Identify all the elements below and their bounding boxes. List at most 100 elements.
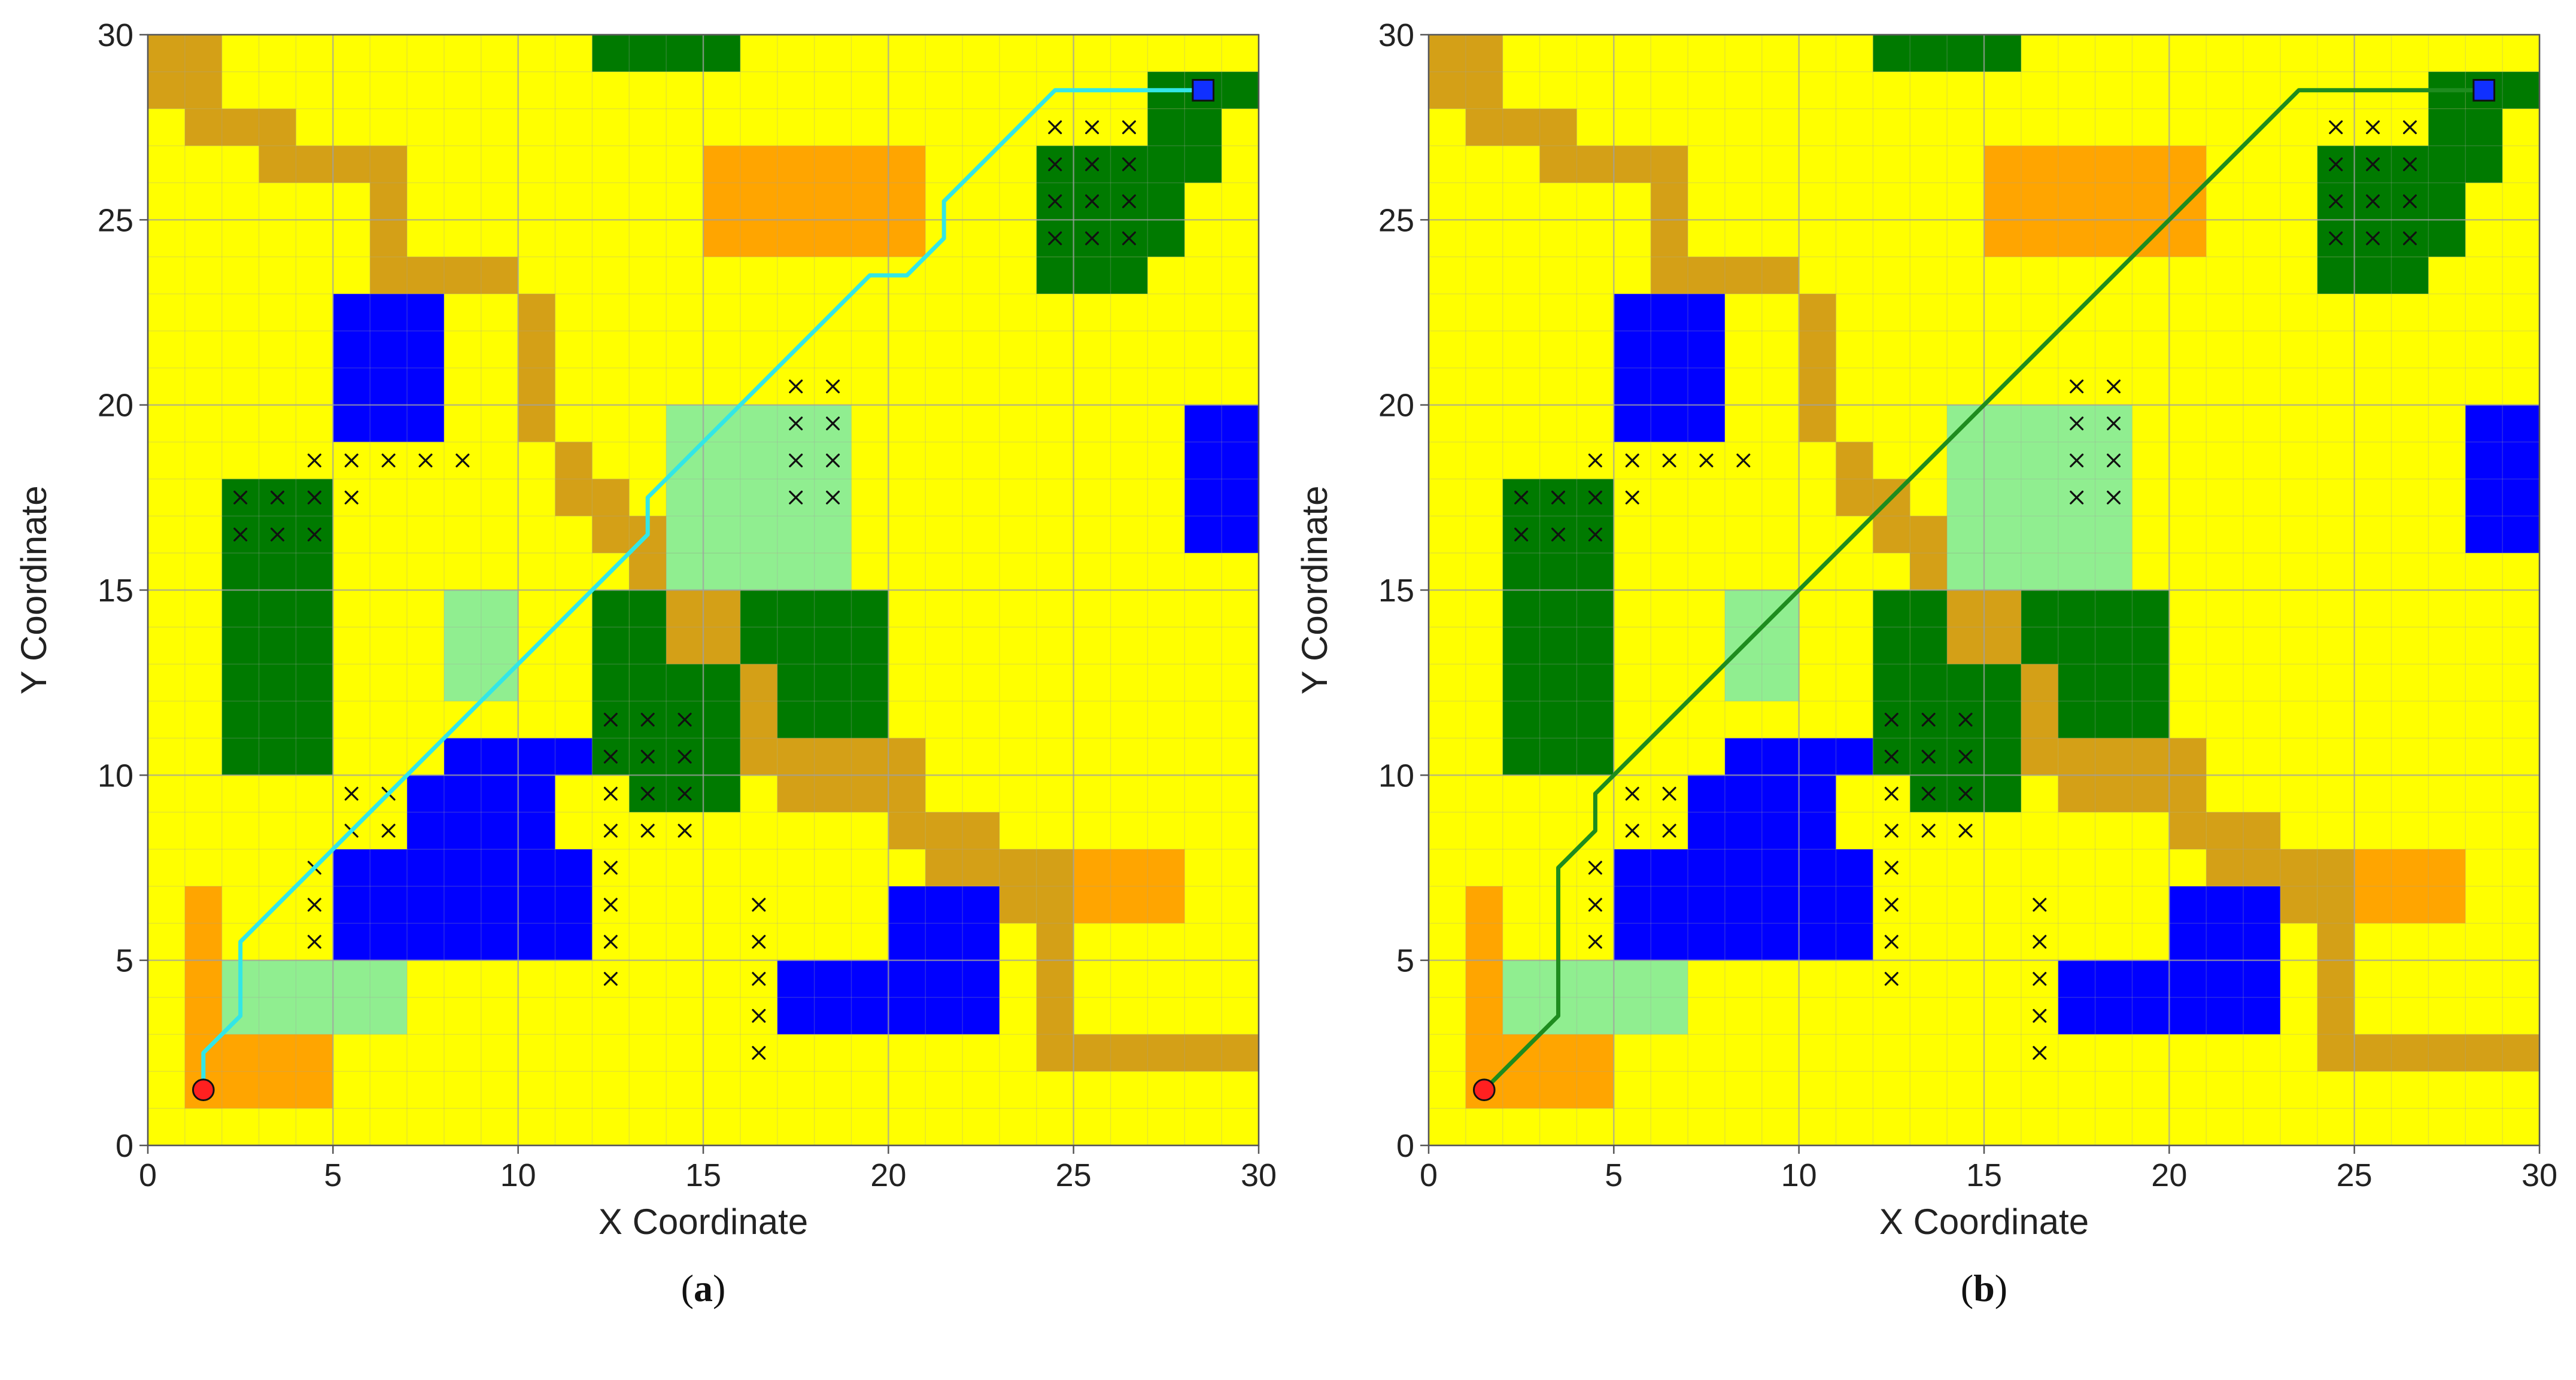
x-tick-label: 10 xyxy=(1781,1157,1817,1193)
obstacle-stroke xyxy=(1884,823,1898,838)
obstacle-marker xyxy=(678,786,692,801)
region-dark-green xyxy=(1147,108,1222,183)
obstacle-marker xyxy=(307,527,321,542)
region-path-brown xyxy=(2354,1034,2539,1072)
region-blue xyxy=(2465,405,2539,554)
caption-open-paren: ( xyxy=(681,1267,694,1309)
region-blue xyxy=(888,886,1000,960)
obstacle-marker xyxy=(1625,453,1639,467)
panel-caption: (a) xyxy=(681,1267,726,1309)
obstacle-stroke xyxy=(1958,749,1973,764)
obstacle-marker xyxy=(1048,231,1062,245)
obstacle-marker xyxy=(1884,713,1898,727)
obstacle-stroke xyxy=(1884,935,1898,949)
obstacle-stroke xyxy=(271,527,285,542)
obstacle-stroke xyxy=(1048,120,1062,135)
obstacle-marker xyxy=(603,786,618,801)
obstacle-stroke xyxy=(2033,1045,2047,1060)
obstacle-marker xyxy=(2070,379,2084,394)
obstacle-stroke xyxy=(2329,194,2343,208)
obstacle-stroke xyxy=(1884,898,1898,912)
obstacle-stroke xyxy=(603,713,618,727)
obstacle-stroke xyxy=(307,527,321,542)
obstacle-stroke xyxy=(1551,527,1566,542)
panel-caption: (b) xyxy=(1961,1267,2007,1309)
obstacle-marker xyxy=(1921,749,1936,764)
region-blue xyxy=(1688,775,1836,850)
obstacle-marker xyxy=(307,453,321,467)
obstacle-stroke xyxy=(1662,453,1676,467)
obstacle-marker xyxy=(233,490,248,504)
obstacle-stroke xyxy=(1921,749,1936,764)
obstacle-stroke xyxy=(2033,972,2047,986)
obstacle-marker xyxy=(1958,749,1973,764)
obstacle-marker xyxy=(1699,453,1714,467)
obstacle-marker xyxy=(1122,157,1136,172)
obstacle-marker xyxy=(2402,231,2417,245)
x-tick-label: 25 xyxy=(2337,1157,2373,1193)
obstacle-stroke xyxy=(2070,417,2084,431)
obstacle-stroke xyxy=(1625,823,1639,838)
region-blue xyxy=(1614,294,1725,442)
y-tick-label: 0 xyxy=(116,1128,133,1164)
obstacle-stroke xyxy=(1884,972,1898,986)
obstacle-stroke xyxy=(1884,786,1898,801)
obstacle-stroke xyxy=(1122,231,1136,245)
y-tick-label: 15 xyxy=(98,573,133,609)
obstacle-stroke xyxy=(826,417,840,431)
obstacle-stroke xyxy=(1958,713,1973,727)
obstacle-stroke xyxy=(603,898,618,912)
obstacle-stroke xyxy=(1588,898,1602,912)
obstacle-stroke xyxy=(1588,453,1602,467)
obstacle-stroke xyxy=(1514,490,1529,504)
region-light-green xyxy=(1984,553,2133,590)
obstacle-marker xyxy=(1884,823,1898,838)
obstacle-marker xyxy=(2329,157,2343,172)
obstacle-marker xyxy=(1884,749,1898,764)
x-tick-label: 5 xyxy=(1605,1157,1623,1193)
obstacle-marker xyxy=(381,453,396,467)
obstacle-stroke xyxy=(2329,120,2343,135)
obstacle-marker xyxy=(1122,231,1136,245)
obstacle-stroke xyxy=(603,823,618,838)
region-path-brown xyxy=(1465,108,1577,146)
obstacle-stroke xyxy=(2402,194,2417,208)
obstacle-stroke xyxy=(381,453,396,467)
obstacle-marker xyxy=(2070,490,2084,504)
goal-marker xyxy=(1192,78,1215,102)
obstacle-stroke xyxy=(678,786,692,801)
obstacle-marker xyxy=(2107,379,2121,394)
obstacle-marker xyxy=(1551,490,1566,504)
obstacle-stroke xyxy=(1625,786,1639,801)
obstacle-marker xyxy=(1085,157,1099,172)
obstacle-marker xyxy=(2070,453,2084,467)
obstacle-stroke xyxy=(1958,823,1973,838)
obstacle-stroke xyxy=(2402,120,2417,135)
obstacle-stroke xyxy=(2329,157,2343,172)
obstacle-marker xyxy=(2366,231,2380,245)
region-path-brown xyxy=(2169,812,2207,850)
region-orange xyxy=(1073,849,1185,923)
obstacle-marker xyxy=(344,490,359,504)
region-dark-green xyxy=(2428,108,2503,183)
obstacle-marker xyxy=(1625,786,1639,801)
region-path-brown xyxy=(2317,997,2355,1072)
caption-close-paren: ) xyxy=(713,1267,725,1309)
obstacle-stroke xyxy=(418,453,433,467)
obstacle-marker xyxy=(603,823,618,838)
x-axis-title: X Coordinate xyxy=(1879,1202,2089,1242)
obstacle-stroke xyxy=(381,823,396,838)
obstacle-marker xyxy=(1588,453,1602,467)
obstacle-stroke xyxy=(1662,823,1676,838)
obstacle-marker xyxy=(603,713,618,727)
obstacle-marker xyxy=(603,861,618,875)
obstacle-marker xyxy=(2402,194,2417,208)
region-path-brown xyxy=(1799,294,1836,442)
obstacle-marker xyxy=(1085,231,1099,245)
obstacle-stroke xyxy=(603,786,618,801)
obstacle-stroke xyxy=(1884,749,1898,764)
obstacle-stroke xyxy=(344,490,359,504)
obstacle-stroke xyxy=(1921,713,1936,727)
